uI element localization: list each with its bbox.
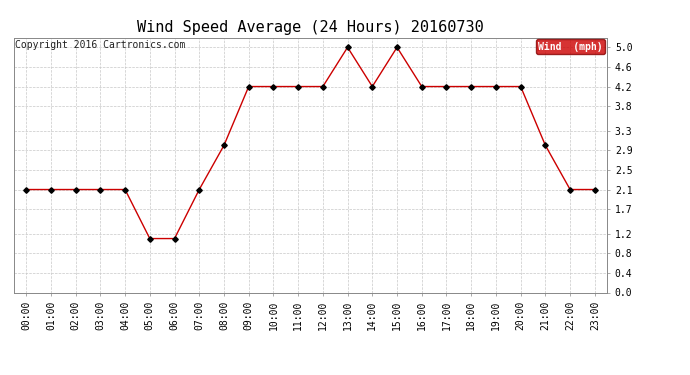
Text: Copyright 2016 Cartronics.com: Copyright 2016 Cartronics.com xyxy=(15,40,186,50)
Title: Wind Speed Average (24 Hours) 20160730: Wind Speed Average (24 Hours) 20160730 xyxy=(137,20,484,35)
Legend: Wind  (mph): Wind (mph) xyxy=(535,39,605,54)
